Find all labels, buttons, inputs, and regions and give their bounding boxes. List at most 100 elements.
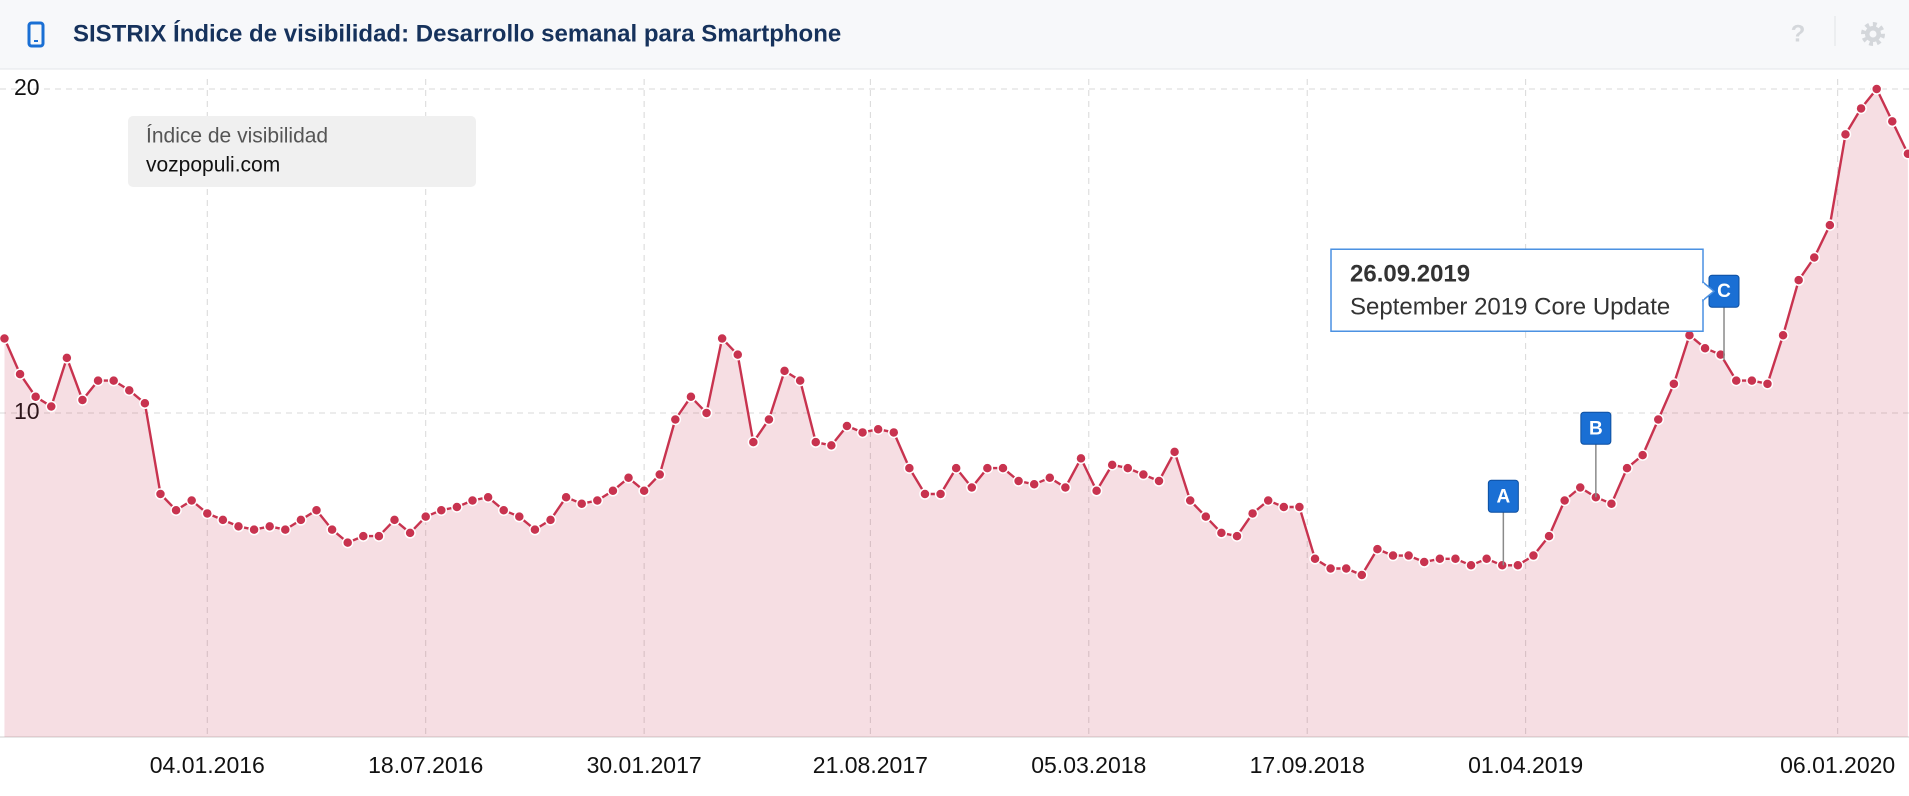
data-point [1137, 468, 1150, 481]
data-point [419, 510, 432, 523]
data-point [435, 504, 448, 516]
data-point [248, 523, 260, 536]
data-point [622, 472, 635, 484]
data-point [29, 391, 42, 403]
data-point [263, 520, 276, 533]
data-point [326, 523, 338, 536]
data-point [1402, 549, 1415, 562]
event-label[interactable]: C [1717, 281, 1731, 302]
data-point [404, 527, 416, 539]
x-tick-label: 30.01.2017 [587, 752, 702, 778]
data-point [872, 423, 884, 435]
data-point [1808, 251, 1821, 264]
data-point [1090, 485, 1103, 497]
data-point [373, 530, 385, 542]
data-point [1184, 494, 1196, 507]
data-point [1777, 329, 1789, 341]
data-point [185, 494, 198, 507]
help-icon[interactable]: ? [1791, 20, 1806, 47]
data-point [1106, 459, 1118, 471]
data-point [825, 439, 838, 452]
x-tick-label: 04.01.2016 [150, 752, 265, 778]
x-tick-label: 17.09.2018 [1250, 752, 1365, 778]
tooltip-box [1330, 248, 1704, 332]
data-point [856, 426, 869, 439]
data-point [888, 426, 900, 439]
data-point [466, 494, 479, 507]
data-point [1902, 148, 1909, 160]
x-tick-label: 21.08.2017 [813, 752, 928, 778]
data-point [1434, 553, 1446, 565]
data-point [1870, 83, 1883, 95]
event-marker [1580, 411, 1612, 445]
event-label[interactable]: B [1589, 418, 1603, 439]
data-point [45, 400, 58, 413]
data-point [92, 374, 104, 387]
data-point [1480, 553, 1493, 565]
data-point [716, 332, 728, 345]
data-point [357, 530, 370, 542]
tooltip-date: 26.09.2019 [1350, 261, 1470, 288]
data-point [529, 523, 541, 536]
data-point [1044, 472, 1056, 484]
data-point [1792, 274, 1805, 286]
data-point [966, 481, 978, 494]
data-point [1309, 553, 1321, 565]
data-point [201, 507, 214, 520]
data-point [731, 348, 744, 361]
data-point [607, 485, 619, 497]
data-point [919, 488, 931, 500]
data-point [217, 514, 229, 526]
x-tick-label: 18.07.2016 [368, 752, 483, 778]
data-point [1699, 342, 1711, 354]
x-tick-label: 05.03.2018 [1031, 752, 1146, 778]
data-point [1621, 462, 1633, 474]
data-point [1262, 494, 1274, 507]
legend-title: Índice de visibilidad [146, 125, 328, 148]
data-point [1215, 527, 1228, 539]
data-point [1293, 501, 1306, 513]
data-point [544, 514, 557, 526]
data-point [997, 462, 1009, 474]
data-point [1387, 549, 1399, 562]
x-tick-label: 01.04.2019 [1468, 752, 1583, 778]
data-point [747, 436, 760, 448]
data-point [107, 374, 120, 387]
data-point [388, 514, 401, 526]
data-point [76, 394, 89, 406]
data-point [1574, 481, 1586, 494]
data-point [685, 391, 697, 403]
data-point [154, 488, 167, 500]
data-point [61, 352, 73, 364]
data-point [1855, 102, 1867, 115]
data-point [232, 520, 245, 533]
data-point [341, 536, 354, 549]
data-point [310, 504, 323, 516]
data-point [1496, 559, 1508, 572]
data-point [1761, 378, 1774, 390]
data-point [794, 374, 806, 387]
data-point [279, 523, 292, 536]
data-point [1449, 553, 1462, 565]
data-point [1075, 452, 1087, 465]
data-point [653, 468, 666, 481]
data-point [810, 436, 822, 448]
legend-box [128, 116, 476, 187]
data-point [934, 488, 947, 500]
data-point [1886, 115, 1899, 128]
data-point [170, 504, 182, 516]
data-point [1012, 475, 1025, 487]
data-point [1153, 475, 1165, 487]
event-label[interactable]: A [1496, 486, 1510, 507]
data-point [1231, 530, 1243, 542]
data-point [575, 497, 588, 510]
data-point [139, 397, 151, 410]
settings-icon[interactable] [1861, 22, 1885, 46]
data-point [1246, 507, 1259, 520]
data-point [1418, 556, 1430, 568]
legend: Índice de visibilidad vozpopuli.com [128, 116, 476, 187]
header-bar [0, 0, 1909, 69]
data-point [1824, 219, 1836, 231]
event-marker [1487, 479, 1519, 513]
